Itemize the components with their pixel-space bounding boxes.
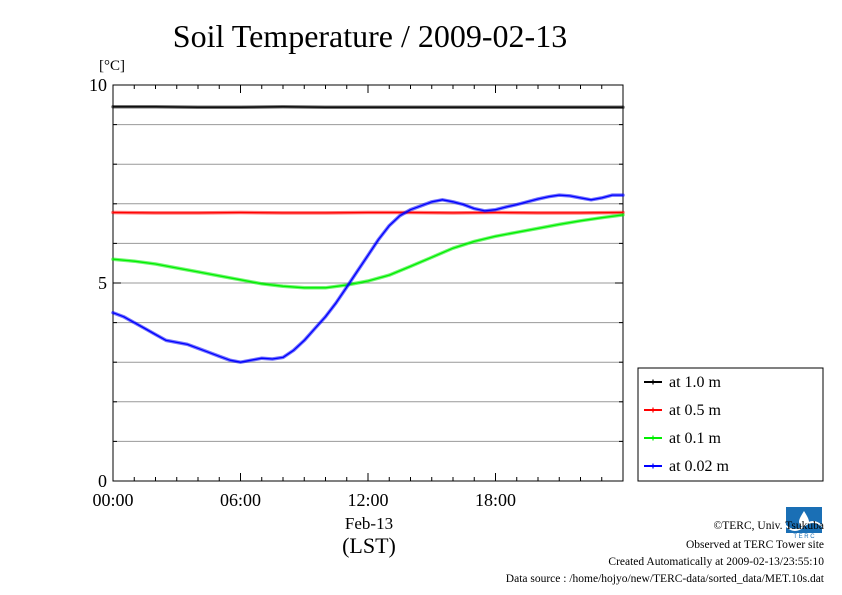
x-tick-label: 12:00 [347, 490, 388, 510]
legend-label-at-0-5-m: at 0.5 m [669, 402, 722, 419]
x-axis-label: (LST) [342, 533, 396, 558]
terc-logo: T E R C [783, 503, 825, 539]
x-tick-label: 18:00 [475, 490, 516, 510]
data-source-path: Data source : /home/hojyo/new/TERC-data/… [505, 573, 824, 585]
x-tick-label: 06:00 [220, 490, 261, 510]
y-axis-ticks: 0 5 10 [89, 75, 623, 491]
series-halo-at-0-02-m [111, 193, 625, 364]
chart-title: Soil Temperature / 2009-02-13 [173, 18, 567, 54]
legend: at 1.0 m at 0.5 m at 0.1 m at 0.02 m [637, 367, 824, 482]
series-lines [111, 105, 625, 364]
legend-box [637, 367, 824, 482]
y-tick-label: 5 [98, 273, 107, 293]
legend-label-at-0-1-m: at 0.1 m [669, 430, 722, 447]
y-tick-label: 10 [89, 75, 107, 95]
x-date-label: Feb-13 [345, 514, 393, 533]
observed-at-credit: Observed at TERC Tower site [685, 539, 824, 551]
x-tick-label: 00:00 [92, 490, 133, 510]
series-halo-at-0-1-m [111, 213, 625, 290]
x-axis-ticks: 00:00 06:00 12:00 18:00 [92, 85, 624, 510]
copyright-credit: ©TERC, Univ. Tsukuba [713, 520, 824, 532]
grid-lines [113, 124, 623, 442]
series-line-at-0-02-m [112, 194, 624, 363]
svg-text:T E R C: T E R C [793, 534, 815, 539]
legend-label-at-0-02-m: at 0.02 m [669, 458, 730, 475]
series-line-at-0-1-m [112, 214, 624, 289]
y-axis-unit: [°C] [99, 58, 125, 74]
created-timestamp: Created Automatically at 2009-02-13/23:5… [608, 556, 824, 568]
legend-label-at-1-0-m: at 1.0 m [669, 374, 722, 391]
y-tick-label: 0 [98, 471, 107, 491]
